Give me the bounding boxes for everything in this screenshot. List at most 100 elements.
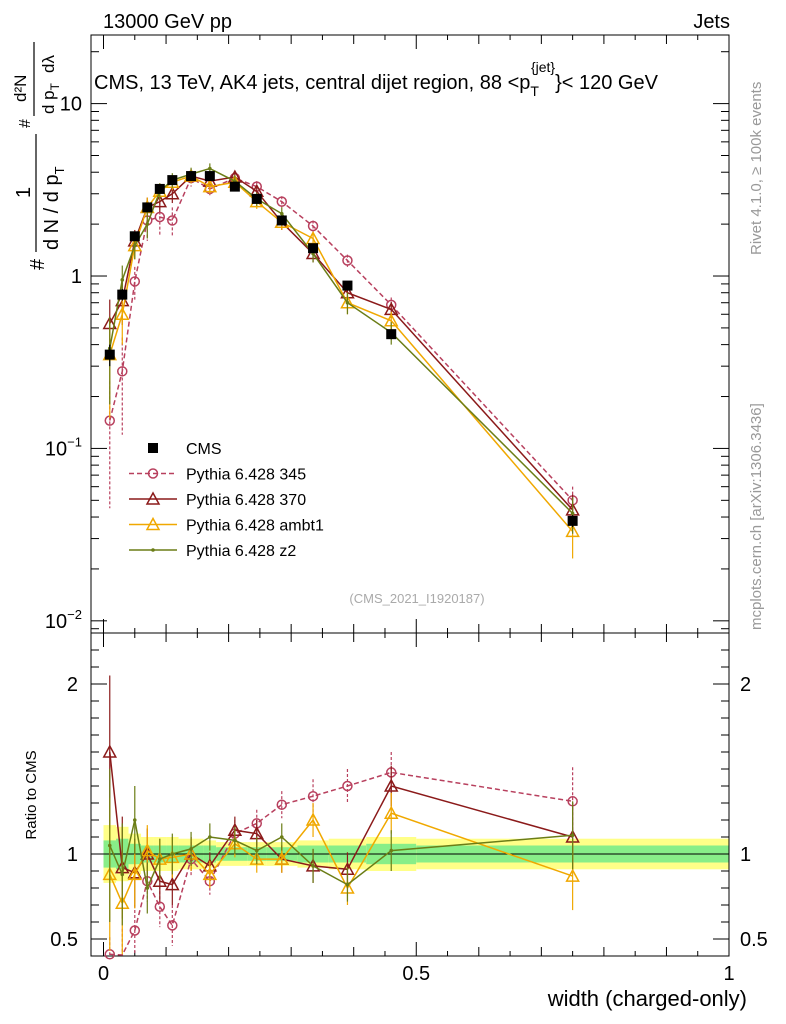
legend-marker-p345 xyxy=(147,468,159,479)
ratio-line-p345 xyxy=(109,771,573,956)
legend-item-z2: Pythia 6.428 z2 xyxy=(129,543,296,560)
ratio-point-ambt1 xyxy=(127,866,143,881)
y-axis-label-main: # 1 d N / d pT # d²N d pTdλ xyxy=(11,42,67,270)
data-point-cms xyxy=(167,175,178,186)
ratio-point-z2 xyxy=(120,872,125,877)
y-label-frac1-den: d N / d pT xyxy=(41,166,67,250)
ratio-point-z2 xyxy=(170,852,175,856)
ratio-y-tick-label-right: 1 xyxy=(740,844,751,866)
ratio-point-z2 xyxy=(145,886,150,890)
data-point-cms xyxy=(186,171,197,182)
ratio-point-z2 xyxy=(132,818,137,822)
data-point-z2 xyxy=(570,511,575,516)
plot-title-sub: T xyxy=(530,83,539,99)
legend-label-p345: Pythia 6.428 345 xyxy=(186,467,306,484)
plot-title-main: CMS, 13 TeV, AK4 jets, central dijet reg… xyxy=(94,72,530,94)
data-point-cms xyxy=(342,280,353,291)
ratio-point-p345 xyxy=(307,790,319,802)
ratio-point-z2 xyxy=(208,835,212,839)
plot-title-sup: {jet} xyxy=(531,59,555,75)
series-ambt1 xyxy=(102,168,580,559)
data-point-z2 xyxy=(345,300,350,305)
data-point-cms xyxy=(154,183,165,194)
data-point-z2 xyxy=(132,243,137,248)
data-point-p345 xyxy=(307,220,319,232)
data-point-z2 xyxy=(145,222,150,226)
y-tick-label: 10−2 xyxy=(45,607,82,633)
data-point-cms xyxy=(276,215,287,226)
data-point-p345 xyxy=(129,276,141,287)
ratio-point-z2 xyxy=(279,835,284,839)
legend-item-p370: Pythia 6.428 370 xyxy=(129,491,306,509)
data-point-ambt1 xyxy=(565,523,580,538)
ratio-point-ambt1 xyxy=(565,868,580,882)
ratio-point-z2 xyxy=(345,882,350,887)
ratio-plot-frame xyxy=(90,632,730,957)
x-tick-label: 0.5 xyxy=(402,963,430,985)
legend: CMS Pythia 6.428 345 Pythia 6.428 370 Pythi… xyxy=(129,441,324,560)
data-point-cms xyxy=(142,202,153,213)
data-point-cms xyxy=(251,193,262,204)
data-point-ambt1 xyxy=(202,179,218,193)
legend-label-cms: CMS xyxy=(186,441,222,458)
legend-item-p345: Pythia 6.428 345 xyxy=(129,467,306,484)
header-left: 13000 GeV pp xyxy=(103,11,232,33)
data-point-cms xyxy=(229,181,240,192)
series-line-p345 xyxy=(109,176,574,501)
series-line-z2 xyxy=(109,167,574,514)
ratio-series-p370 xyxy=(102,675,580,919)
data-point-p345 xyxy=(117,366,128,377)
ratio-point-p370 xyxy=(152,873,168,887)
data-point-cms xyxy=(308,243,319,254)
ratio-y-tick-label: 1 xyxy=(67,844,78,866)
y-label-hash2: # xyxy=(17,119,34,128)
legend-marker-ambt1 xyxy=(145,516,161,531)
ratio-point-p345 xyxy=(167,920,178,931)
legend-label-p370: Pythia 6.428 370 xyxy=(186,492,306,509)
data-point-ambt1 xyxy=(115,306,130,321)
main-plot-data xyxy=(102,163,580,559)
ratio-point-p345 xyxy=(154,901,166,912)
ratio-point-z2 xyxy=(189,847,193,851)
ratio-point-ambt1 xyxy=(305,812,321,826)
ratio-point-p370 xyxy=(165,877,180,891)
y-label-frac1-num: 1 xyxy=(13,187,35,198)
data-point-p345 xyxy=(342,255,353,266)
ratio-point-p370 xyxy=(102,744,118,758)
data-point-z2 xyxy=(208,166,212,171)
y-label-frac2-num: d²N xyxy=(11,75,30,102)
data-point-p345 xyxy=(167,215,178,226)
y-label-frac2-den: d pTdλ xyxy=(39,55,62,114)
series-cms xyxy=(104,171,578,528)
ratio-y-tick-label-right: 0.5 xyxy=(740,929,768,951)
data-point-p345 xyxy=(154,211,166,223)
ratio-series-z2 xyxy=(107,769,575,926)
axis-ticks xyxy=(91,35,730,957)
legend-marker-cms xyxy=(148,443,158,453)
legend-item-cms: CMS xyxy=(148,441,222,458)
plot-title-tail: }< 120 GeV xyxy=(555,72,659,94)
ratio-point-z2 xyxy=(389,848,394,853)
x-tick-label: 1 xyxy=(723,963,734,985)
ratio-point-z2 xyxy=(254,848,259,853)
ratio-point-p345 xyxy=(342,780,353,792)
ratio-point-p345 xyxy=(129,925,141,936)
ratio-point-z2 xyxy=(570,833,575,838)
header-right: Jets xyxy=(693,11,730,33)
ratio-point-ambt1 xyxy=(140,843,155,857)
x-axis-label: width (charged-only) xyxy=(547,986,747,1011)
ratio-point-p345 xyxy=(276,799,288,810)
ratio-point-ambt1 xyxy=(202,866,218,881)
data-point-cms xyxy=(567,515,578,526)
data-point-z2 xyxy=(120,278,125,282)
series-line-ambt1 xyxy=(109,175,574,532)
analysis-watermark: (CMS_2021_I1920187) xyxy=(349,591,484,606)
legend-item-ambt1: Pythia 6.428 ambt1 xyxy=(129,516,324,535)
ratio-point-z2 xyxy=(107,843,112,848)
y-label-hash: # xyxy=(27,258,49,270)
data-point-cms xyxy=(117,289,128,300)
tick-labels: 0 0.5 1 10−2 10−1 1 10 0.5 0.5 1 1 2 2 xyxy=(45,94,768,985)
ratio-point-z2 xyxy=(311,864,315,868)
data-point-cms xyxy=(129,231,140,242)
